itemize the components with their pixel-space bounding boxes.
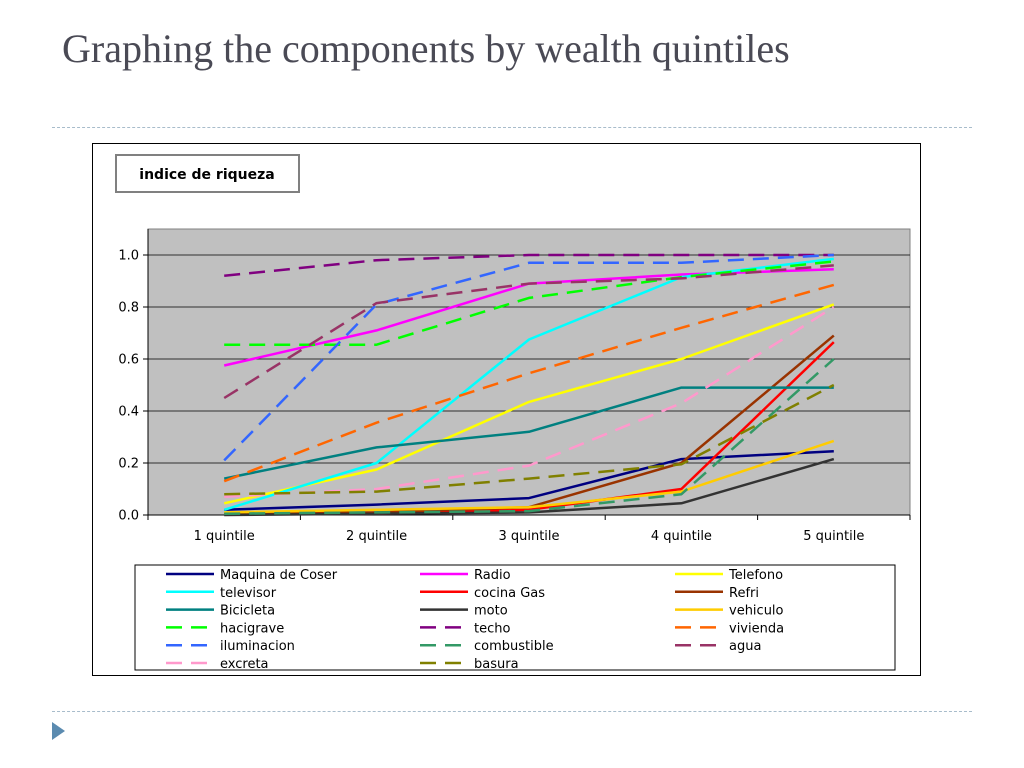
chart-frame: indice de riqueza 0.0 0.2 0.4 0.6 0.8 1.0 1 qu… (92, 143, 921, 676)
footer-divider (52, 711, 972, 712)
y-tick-label: 1.0 (118, 249, 139, 264)
legend-label: vehiculo (729, 604, 784, 619)
y-tick-label: 0.6 (118, 353, 139, 368)
legend-label: Telefono (728, 568, 783, 583)
x-tick-label: 5 quintile (803, 529, 864, 544)
series-line (223, 257, 834, 511)
series-line (223, 264, 834, 400)
x-tick-label: 2 quintile (346, 529, 407, 544)
axes: 0.0 0.2 0.4 0.6 0.8 1.0 1 quintile 2 quintile 3 … (118, 229, 911, 544)
title-divider (52, 127, 972, 128)
legend: Maquina de Coser Radio Telefono televisor co… (134, 564, 896, 672)
series-line (224, 358, 835, 515)
legend-label: moto (474, 604, 508, 619)
legend-label: Radio (474, 568, 511, 583)
slide-title: Graphing the components by wealth quinti… (62, 26, 790, 71)
series-line (223, 253, 834, 462)
legend-label: excreta (220, 657, 269, 672)
legend-label: vivienda (729, 621, 784, 636)
series-line (224, 383, 835, 496)
legend-items: Maquina de Coser Radio Telefono televisor co… (166, 568, 784, 672)
series-line (224, 457, 835, 517)
series-line (223, 386, 834, 480)
legend-label: iluminacion (220, 639, 295, 654)
legend-label: basura (474, 657, 519, 672)
legend-label: Maquina de Coser (220, 568, 338, 583)
plot-area: 0.0 0.2 0.4 0.6 0.8 1.0 1 quintile 2 quintile 3 … (118, 228, 911, 544)
legend-label: hacigrave (220, 621, 284, 636)
series-line (224, 450, 834, 512)
series-line (223, 283, 835, 483)
y-tick-label: 0.8 (118, 301, 139, 316)
series-line (224, 439, 835, 514)
series-line (223, 303, 835, 505)
legend-label: televisor (220, 586, 277, 601)
chart-title-badge: indice de riqueza (115, 154, 300, 193)
slide-arrow-icon (52, 722, 65, 740)
chart-title: indice de riqueza (139, 167, 274, 183)
series-line (224, 253, 834, 278)
y-tick-label: 0.0 (118, 509, 139, 524)
legend-label: Refri (729, 586, 759, 601)
chart-svg: indice de riqueza 0.0 0.2 0.4 0.6 0.8 1.0 1 qu… (115, 154, 911, 672)
legend-label: agua (729, 639, 761, 654)
series-lines (223, 253, 835, 517)
x-tick-label: 4 quintile (651, 529, 712, 544)
legend-box (134, 564, 896, 671)
series-line (224, 260, 834, 346)
y-tick-label: 0.2 (118, 457, 139, 472)
x-tick-label: 1 quintile (194, 529, 255, 544)
chart-title-box (115, 154, 300, 193)
legend-label: techo (474, 621, 510, 636)
x-tick-label: 3 quintile (498, 529, 559, 544)
legend-label: combustible (474, 639, 554, 654)
y-tick-label: 0.4 (118, 405, 139, 420)
legend-label: cocina Gas (474, 586, 545, 601)
legend-label: Bicicleta (220, 604, 275, 619)
